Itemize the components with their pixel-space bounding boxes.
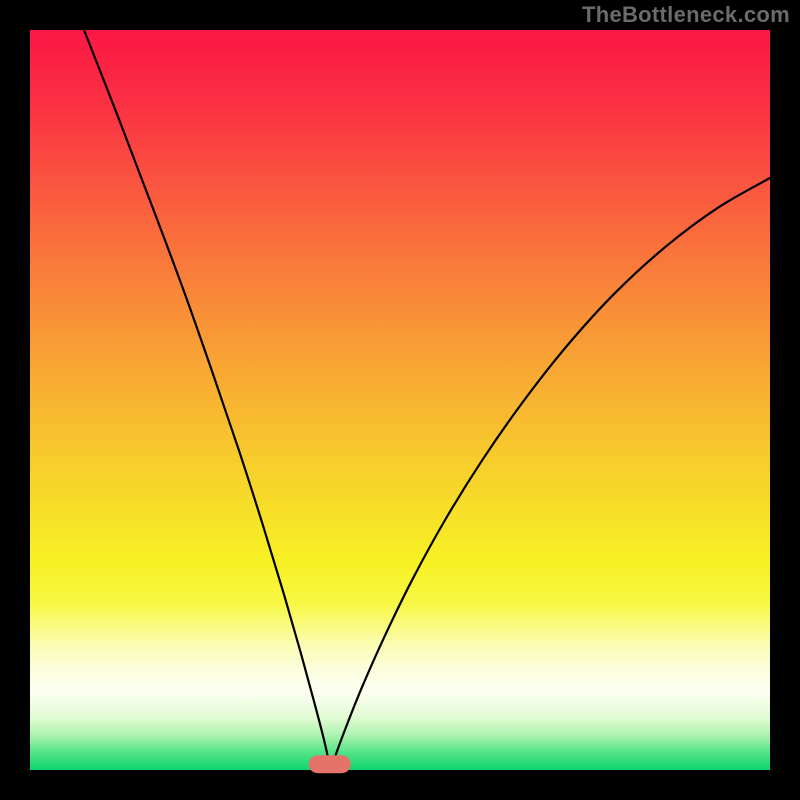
watermark-text: TheBottleneck.com — [582, 2, 790, 28]
chart-container: { "watermark": { "text": "TheBottleneck.… — [0, 0, 800, 800]
gradient-background — [30, 30, 770, 770]
optimum-marker — [309, 755, 351, 773]
bottleneck-chart — [0, 0, 800, 800]
